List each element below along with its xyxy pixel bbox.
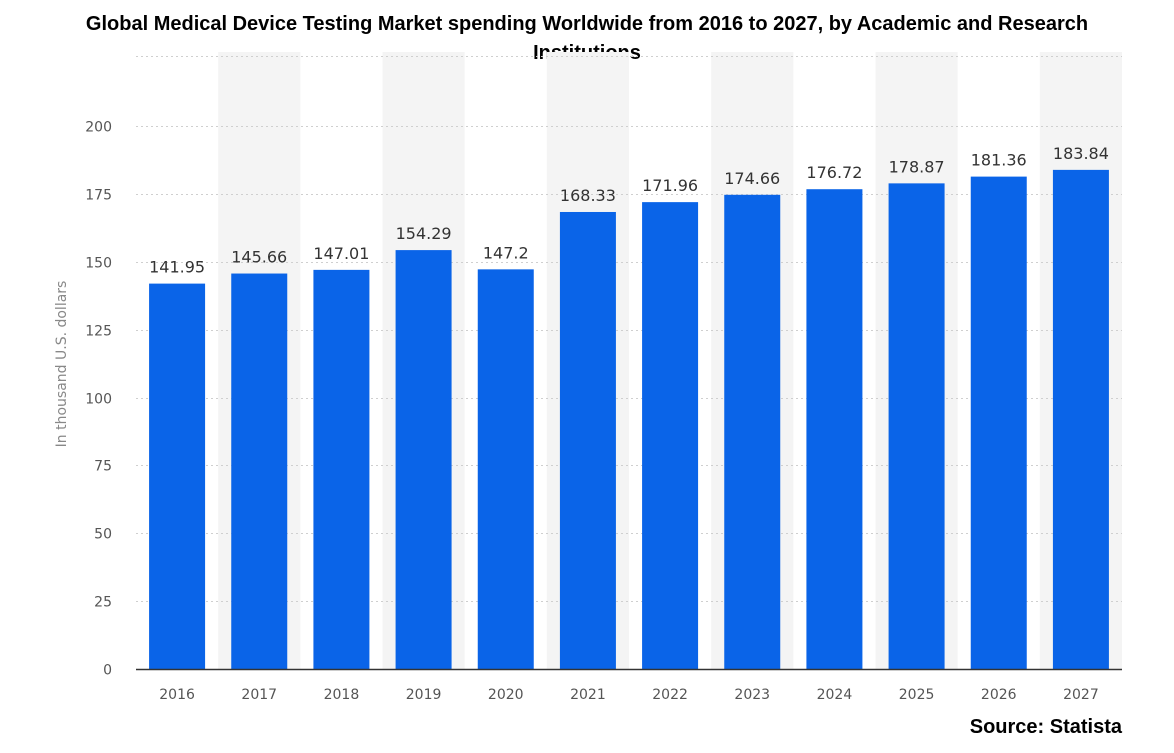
- y-tick-label: 175: [85, 188, 112, 204]
- bar: [1052, 169, 1109, 670]
- value-label: 145.66: [231, 248, 287, 267]
- value-label: 176.72: [806, 163, 862, 182]
- x-tick-label: 2021: [570, 687, 606, 703]
- x-tick-label: 2023: [734, 687, 770, 703]
- bar: [149, 283, 206, 669]
- bar: [642, 202, 699, 669]
- x-tick-label: 2017: [241, 687, 277, 703]
- x-tick-label: 2019: [406, 687, 442, 703]
- x-tick-label: 2018: [324, 687, 360, 703]
- bar: [559, 211, 616, 669]
- y-tick-label: 100: [85, 392, 112, 408]
- value-label: 183.84: [1053, 144, 1109, 163]
- value-labels: 141.95 145.66 147.01 154.29 147.2 168.33 171.9…: [149, 144, 1109, 277]
- value-label: 154.29: [396, 224, 452, 243]
- x-axis-ticks: 2016 2017 2018 2019 2020 2021 2022 2023 2024 2025…: [159, 687, 1098, 703]
- x-tick-label: 2025: [899, 687, 935, 703]
- y-axis-label: In thousand U.S. dollars: [54, 281, 70, 448]
- bar: [477, 269, 534, 669]
- x-tick-label: 2020: [488, 687, 524, 703]
- value-label: 147.2: [483, 243, 529, 262]
- value-label: 168.33: [560, 186, 616, 205]
- value-label: 141.95: [149, 258, 205, 277]
- source-label: Source: Statista: [969, 716, 1122, 738]
- gridlines: [136, 56, 1122, 602]
- x-tick-label: 2024: [817, 687, 853, 703]
- bar: [313, 269, 370, 669]
- bar: [724, 194, 781, 669]
- bars: [149, 169, 1109, 670]
- x-tick-label: 2027: [1063, 687, 1099, 703]
- value-label: 171.96: [642, 176, 698, 195]
- y-tick-label: 25: [94, 595, 112, 611]
- value-label: 147.01: [313, 244, 369, 263]
- x-tick-label: 2026: [981, 687, 1017, 703]
- x-tick-label: 2022: [652, 687, 688, 703]
- bar: [395, 250, 452, 669]
- y-tick-label: 150: [85, 256, 112, 272]
- bar: [970, 176, 1027, 669]
- y-tick-label: 75: [94, 459, 112, 475]
- y-axis-ticks: 0 25 50 75 100 125 150 175 200: [85, 120, 112, 679]
- value-label: 174.66: [724, 169, 780, 188]
- value-label: 181.36: [971, 151, 1027, 170]
- x-tick-label: 2016: [159, 687, 195, 703]
- chart-title-line-1: Global Medical Device Testing Market spe…: [85, 13, 1089, 35]
- y-tick-label: 0: [103, 663, 112, 679]
- bar: [231, 273, 288, 669]
- y-tick-label: 125: [85, 324, 112, 340]
- y-tick-label: 50: [94, 527, 112, 543]
- y-tick-label: 200: [85, 120, 112, 136]
- value-label: 178.87: [889, 157, 945, 176]
- bar: [888, 183, 945, 669]
- bar: [806, 189, 863, 669]
